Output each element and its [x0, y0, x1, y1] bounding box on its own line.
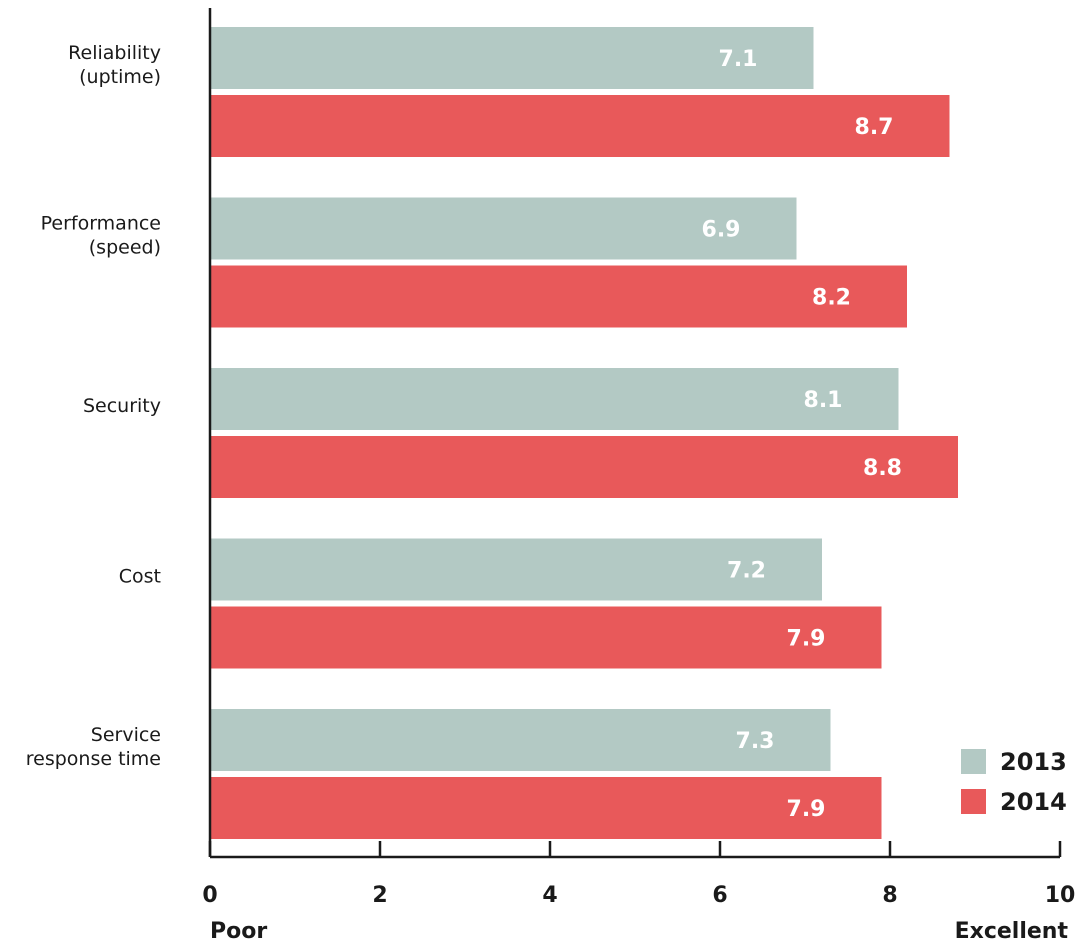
category-label: (uptime)	[79, 66, 161, 88]
category-label: Reliability	[68, 42, 161, 64]
category-labels: Reliability(uptime) Performance(speed) Sec…	[26, 42, 161, 770]
bar-value-label: 7.9	[787, 797, 826, 822]
scale-max-label: Excellent	[955, 919, 1069, 944]
bar-value-label: 7.2	[727, 559, 766, 584]
bar-2014-2	[210, 436, 958, 498]
category-label: (speed)	[89, 237, 161, 259]
bar-2014-3	[210, 606, 882, 669]
x-tick-label: 4	[542, 883, 557, 908]
scale-min-label: Poor	[210, 919, 267, 944]
bar-2014-1	[210, 265, 907, 328]
category-label: response time	[26, 748, 161, 770]
legend-swatch-2014	[961, 789, 986, 814]
category-label: Security	[83, 395, 161, 417]
bar-2013-1	[210, 197, 797, 260]
bar-value-label: 6.9	[702, 218, 741, 243]
legend-label: 2014	[1000, 788, 1067, 816]
bar-2013-3	[210, 538, 822, 601]
x-tick-label: 8	[882, 883, 897, 908]
bar-2014-0	[210, 95, 950, 157]
category-label: Service	[91, 724, 161, 746]
bar-2014-4	[210, 777, 882, 839]
x-axis: 0 2 4 6 8 10 Poor Excellent	[202, 8, 1075, 944]
category-label: Cost	[119, 566, 161, 588]
category-label: Performance	[41, 213, 161, 235]
x-tick-label: 6	[712, 883, 727, 908]
bar-value-label: 8.1	[804, 388, 843, 413]
bar-2013-4	[210, 709, 831, 771]
legend-swatch-2013	[961, 749, 986, 774]
x-tick-label: 2	[372, 883, 387, 908]
bar-2013-0	[210, 27, 814, 89]
legend-label: 2013	[1000, 748, 1067, 776]
bar-value-label: 7.9	[787, 627, 826, 652]
bar-value-label: 8.7	[855, 115, 894, 140]
x-tick-label: 0	[202, 883, 217, 908]
bar-value-label: 8.2	[812, 286, 851, 311]
x-tick-label: 10	[1045, 883, 1076, 908]
legend: 2013 2014	[961, 748, 1067, 816]
bars-layer: 7.1 8.7 6.9 8.2 8.1 8.8 7.2 7.9 7.3 7.9	[210, 27, 958, 839]
bar-value-label: 7.1	[719, 47, 758, 72]
bar-value-label: 7.3	[736, 729, 775, 754]
bar-value-label: 8.8	[863, 456, 902, 481]
bar-2013-2	[210, 368, 899, 430]
